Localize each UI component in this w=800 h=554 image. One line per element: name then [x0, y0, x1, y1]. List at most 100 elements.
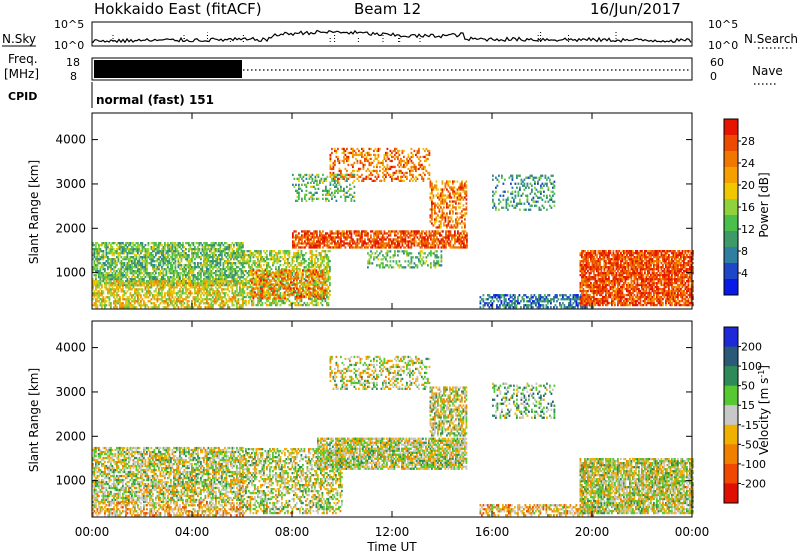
heatmap-cell: [449, 194, 451, 197]
heatmap-cell: [135, 300, 138, 303]
heatmap-cell: [194, 250, 196, 253]
heatmap-cell: [132, 266, 135, 269]
heatmap-cell: [189, 272, 192, 275]
heatmap-cell: [287, 264, 289, 267]
heatmap-cell: [425, 232, 428, 235]
heatmap-cell: [146, 274, 148, 277]
heatmap-cell: [159, 270, 162, 273]
heatmap-cell: [174, 260, 177, 263]
heatmap-cell: [104, 300, 106, 303]
heatmap-cell: [123, 283, 126, 287]
heatmap-cell: [117, 280, 120, 283]
heatmap-cell: [230, 264, 232, 267]
heatmap-cell: [440, 254, 443, 257]
heatmap-cell: [155, 264, 157, 267]
heatmap-cell: [96, 300, 99, 303]
heatmap-cell: [236, 250, 238, 253]
heatmap-cell: [449, 244, 452, 247]
heatmap-cell: [197, 294, 199, 297]
heatmap-cell: [431, 212, 433, 215]
heatmap-cell: [162, 258, 165, 261]
heatmap-cell: [101, 304, 103, 307]
heatmap-cell: [206, 248, 208, 251]
heatmap-cell: [144, 302, 147, 305]
heatmap-cell: [128, 304, 130, 307]
heatmap-cell: [227, 246, 229, 249]
heatmap-cell: [102, 274, 105, 277]
heatmap-cell: [466, 246, 468, 249]
heatmap-cell: [180, 254, 183, 257]
heatmap-cell: [126, 306, 129, 309]
heatmap-cell: [131, 300, 133, 303]
heatmap-cell: [138, 262, 141, 265]
heatmap-cell: [137, 302, 139, 305]
heatmap-cell: [129, 304, 132, 307]
heatmap-cell: [201, 284, 204, 287]
heatmap-cell: [242, 250, 244, 253]
heatmap-cell: [170, 288, 172, 291]
heatmap-cell: [302, 277, 304, 280]
heatmap-cell: [110, 302, 112, 305]
heatmap-cell: [209, 284, 211, 287]
heatmap-cell: [185, 286, 187, 289]
heatmap-cell: [327, 264, 330, 267]
heatmap-cell: [332, 171, 335, 175]
heatmap-cell: [367, 242, 369, 245]
heatmap-cell: [134, 262, 136, 265]
heatmap-cell: [356, 240, 359, 243]
heatmap-cell: [368, 260, 371, 263]
heatmap-cell: [113, 248, 115, 251]
heatmap-cell: [141, 272, 144, 275]
heatmap-cell: [320, 252, 322, 255]
heatmap-cell: [138, 272, 141, 275]
heatmap-cell: [406, 250, 408, 253]
heatmap-cell: [176, 250, 178, 253]
heatmap-cell: [135, 306, 138, 309]
heatmap-cell: [156, 244, 159, 247]
heatmap-cell: [137, 260, 139, 263]
heatmap-cell: [213, 244, 216, 247]
heatmap-cell: [188, 274, 190, 277]
heatmap-cell: [452, 210, 454, 213]
heatmap-cell: [131, 270, 133, 273]
heatmap-cell: [137, 296, 139, 299]
heatmap-cell: [134, 292, 136, 295]
heatmap-cell: [273, 291, 276, 294]
heatmap-cell: [131, 246, 133, 249]
heatmap-cell: [164, 246, 166, 249]
heatmap-cell: [287, 279, 289, 282]
heatmap-cell: [102, 300, 105, 303]
heatmap-cell: [272, 277, 274, 280]
heatmap-cell: [323, 295, 325, 298]
heatmap-cell: [128, 268, 130, 271]
heatmap-cell: [101, 242, 103, 245]
heatmap-cell: [120, 264, 123, 267]
heatmap-cell: [338, 161, 341, 165]
heatmap-cell: [125, 268, 127, 271]
heatmap-cell: [434, 208, 436, 211]
heatmap-cell: [129, 250, 132, 253]
heatmap-cell: [161, 278, 163, 281]
heatmap-cell: [128, 306, 130, 309]
heatmap-cell: [102, 280, 105, 283]
heatmap-cell: [429, 196, 432, 199]
heatmap-cell: [307, 236, 309, 239]
heatmap-cell: [435, 184, 438, 187]
heatmap-cell: [116, 296, 118, 299]
heatmap-cell: [261, 268, 264, 271]
heatmap-cell: [194, 280, 196, 283]
heatmap-cell: [243, 274, 246, 277]
heatmap-cell: [410, 232, 413, 235]
heatmap-cell: [380, 230, 383, 233]
heatmap-cell: [287, 291, 289, 294]
heatmap-cell: [383, 230, 386, 233]
heatmap-cell: [98, 284, 100, 287]
heatmap-cell: [206, 296, 208, 299]
heatmap-cell: [122, 274, 124, 277]
heatmap-cell: [138, 282, 141, 285]
heatmap-cell: [225, 302, 228, 305]
heatmap-cell: [141, 288, 144, 291]
heatmap-cell: [129, 268, 132, 271]
heatmap-cell: [96, 242, 99, 245]
